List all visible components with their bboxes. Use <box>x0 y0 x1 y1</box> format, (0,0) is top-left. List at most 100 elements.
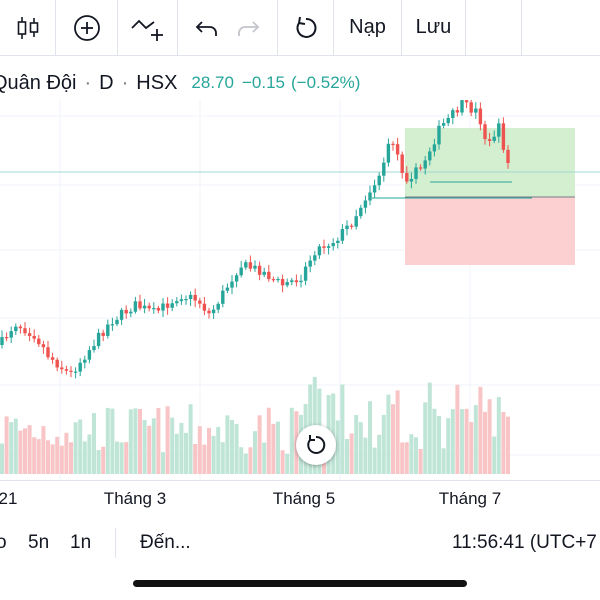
save-button[interactable]: Lưu <box>402 0 466 56</box>
candle-body <box>345 225 349 230</box>
candle-body <box>110 324 115 326</box>
compare-button[interactable] <box>118 0 178 56</box>
volume-bar <box>478 386 483 474</box>
candle-body <box>497 123 501 137</box>
volume-bar <box>234 423 239 474</box>
volume-bar <box>349 433 354 474</box>
compare-icon <box>130 19 163 41</box>
candle-body <box>368 192 372 201</box>
volume-bar <box>82 441 87 474</box>
volume-bar <box>161 452 165 474</box>
candle-body <box>317 246 322 256</box>
volume-bar <box>391 404 395 474</box>
volume-bar <box>4 416 9 474</box>
candle-body <box>363 200 368 208</box>
symbol-header[interactable]: Quân Đội · D · HSX 28.70 −0.15 (−0.52%) <box>0 66 360 100</box>
candle-body <box>276 278 280 281</box>
redo-icon[interactable] <box>235 16 261 40</box>
candle-body <box>294 280 299 283</box>
volume-bar <box>358 422 363 474</box>
candle-body <box>382 162 386 176</box>
candle-body <box>92 346 96 351</box>
divider <box>115 528 116 558</box>
candle-body <box>32 335 36 339</box>
volume-bar <box>142 420 147 474</box>
candle-body <box>248 262 253 269</box>
candle-body <box>432 144 437 152</box>
candle-body <box>138 301 142 309</box>
candle-body <box>175 301 179 304</box>
goto-date-button[interactable]: Đến... <box>140 532 191 553</box>
chart-type-button[interactable] <box>0 0 56 56</box>
candle-body <box>221 290 225 304</box>
volume-bar <box>404 442 409 474</box>
volume-bar <box>230 419 234 474</box>
volume-bar <box>156 408 161 474</box>
loss-zone[interactable] <box>405 197 575 265</box>
volume-bar <box>128 409 133 474</box>
candle-body <box>69 370 73 372</box>
volume-bar <box>23 428 27 474</box>
long-position-tool[interactable] <box>405 128 575 265</box>
range-button[interactable]: o <box>0 532 7 553</box>
volume-bar <box>487 399 492 474</box>
candle-body <box>152 308 156 310</box>
add-indicator-button[interactable] <box>56 0 118 56</box>
volume-bar <box>138 408 142 474</box>
volume-bar <box>372 447 377 474</box>
candle-body <box>469 102 473 113</box>
symbol-name: Quân Đội <box>0 71 77 94</box>
clock-timezone[interactable]: 11:56:41 (UTC+7 <box>452 532 597 553</box>
interval: D <box>99 71 114 94</box>
volume-bar <box>216 426 221 474</box>
candle-body <box>474 108 478 113</box>
home-indicator <box>133 580 467 587</box>
volume-bar <box>211 435 216 474</box>
candle-body <box>165 303 170 308</box>
price-change-pct: (−0.52%) <box>290 73 361 92</box>
price-chart[interactable] <box>0 100 600 480</box>
volume-bar <box>193 444 198 474</box>
reload-button[interactable]: Nạp <box>334 0 402 56</box>
candle-body <box>83 359 87 363</box>
volume-bar <box>55 436 60 474</box>
candle-body <box>156 308 161 311</box>
volume-bar <box>87 434 92 474</box>
candle-body <box>207 310 211 314</box>
volume-bar <box>450 409 455 474</box>
volume-bar <box>115 441 119 474</box>
candle-body <box>106 324 110 336</box>
volume-bar <box>101 446 106 474</box>
candle-body <box>464 100 469 103</box>
range-button-1d[interactable]: 1n <box>70 532 92 553</box>
volume-bar <box>418 448 423 474</box>
separator: · <box>121 71 129 94</box>
undo-icon[interactable] <box>194 16 220 40</box>
toolbar-empty-cell <box>466 0 522 56</box>
volume-bar <box>409 434 414 474</box>
volume-bar <box>147 425 152 474</box>
candle-body <box>386 143 391 163</box>
separator: · <box>84 71 92 94</box>
candle-body <box>506 149 510 164</box>
volume-bar <box>331 393 336 474</box>
refresh-button[interactable] <box>278 0 334 56</box>
volume-bar <box>354 414 359 474</box>
candle-body <box>234 275 239 282</box>
undo-redo-group <box>178 0 278 56</box>
time-axis[interactable]: 21 Tháng 3 Tháng 5 Tháng 7 <box>0 480 600 512</box>
volume-bar <box>188 404 193 474</box>
volume-bar <box>41 426 46 474</box>
candle-body <box>64 369 69 371</box>
candle-body <box>428 151 432 161</box>
candle-body <box>73 371 78 373</box>
add-indicator-icon <box>73 14 100 41</box>
reset-chart-button[interactable] <box>296 425 336 465</box>
candle-body <box>27 333 32 336</box>
volume-bar <box>446 418 451 474</box>
candle-body <box>501 123 506 150</box>
candle-body <box>60 367 64 370</box>
range-button-5d[interactable]: 5n <box>28 532 50 553</box>
volume-bar <box>496 397 501 474</box>
volume-bars <box>0 376 510 474</box>
